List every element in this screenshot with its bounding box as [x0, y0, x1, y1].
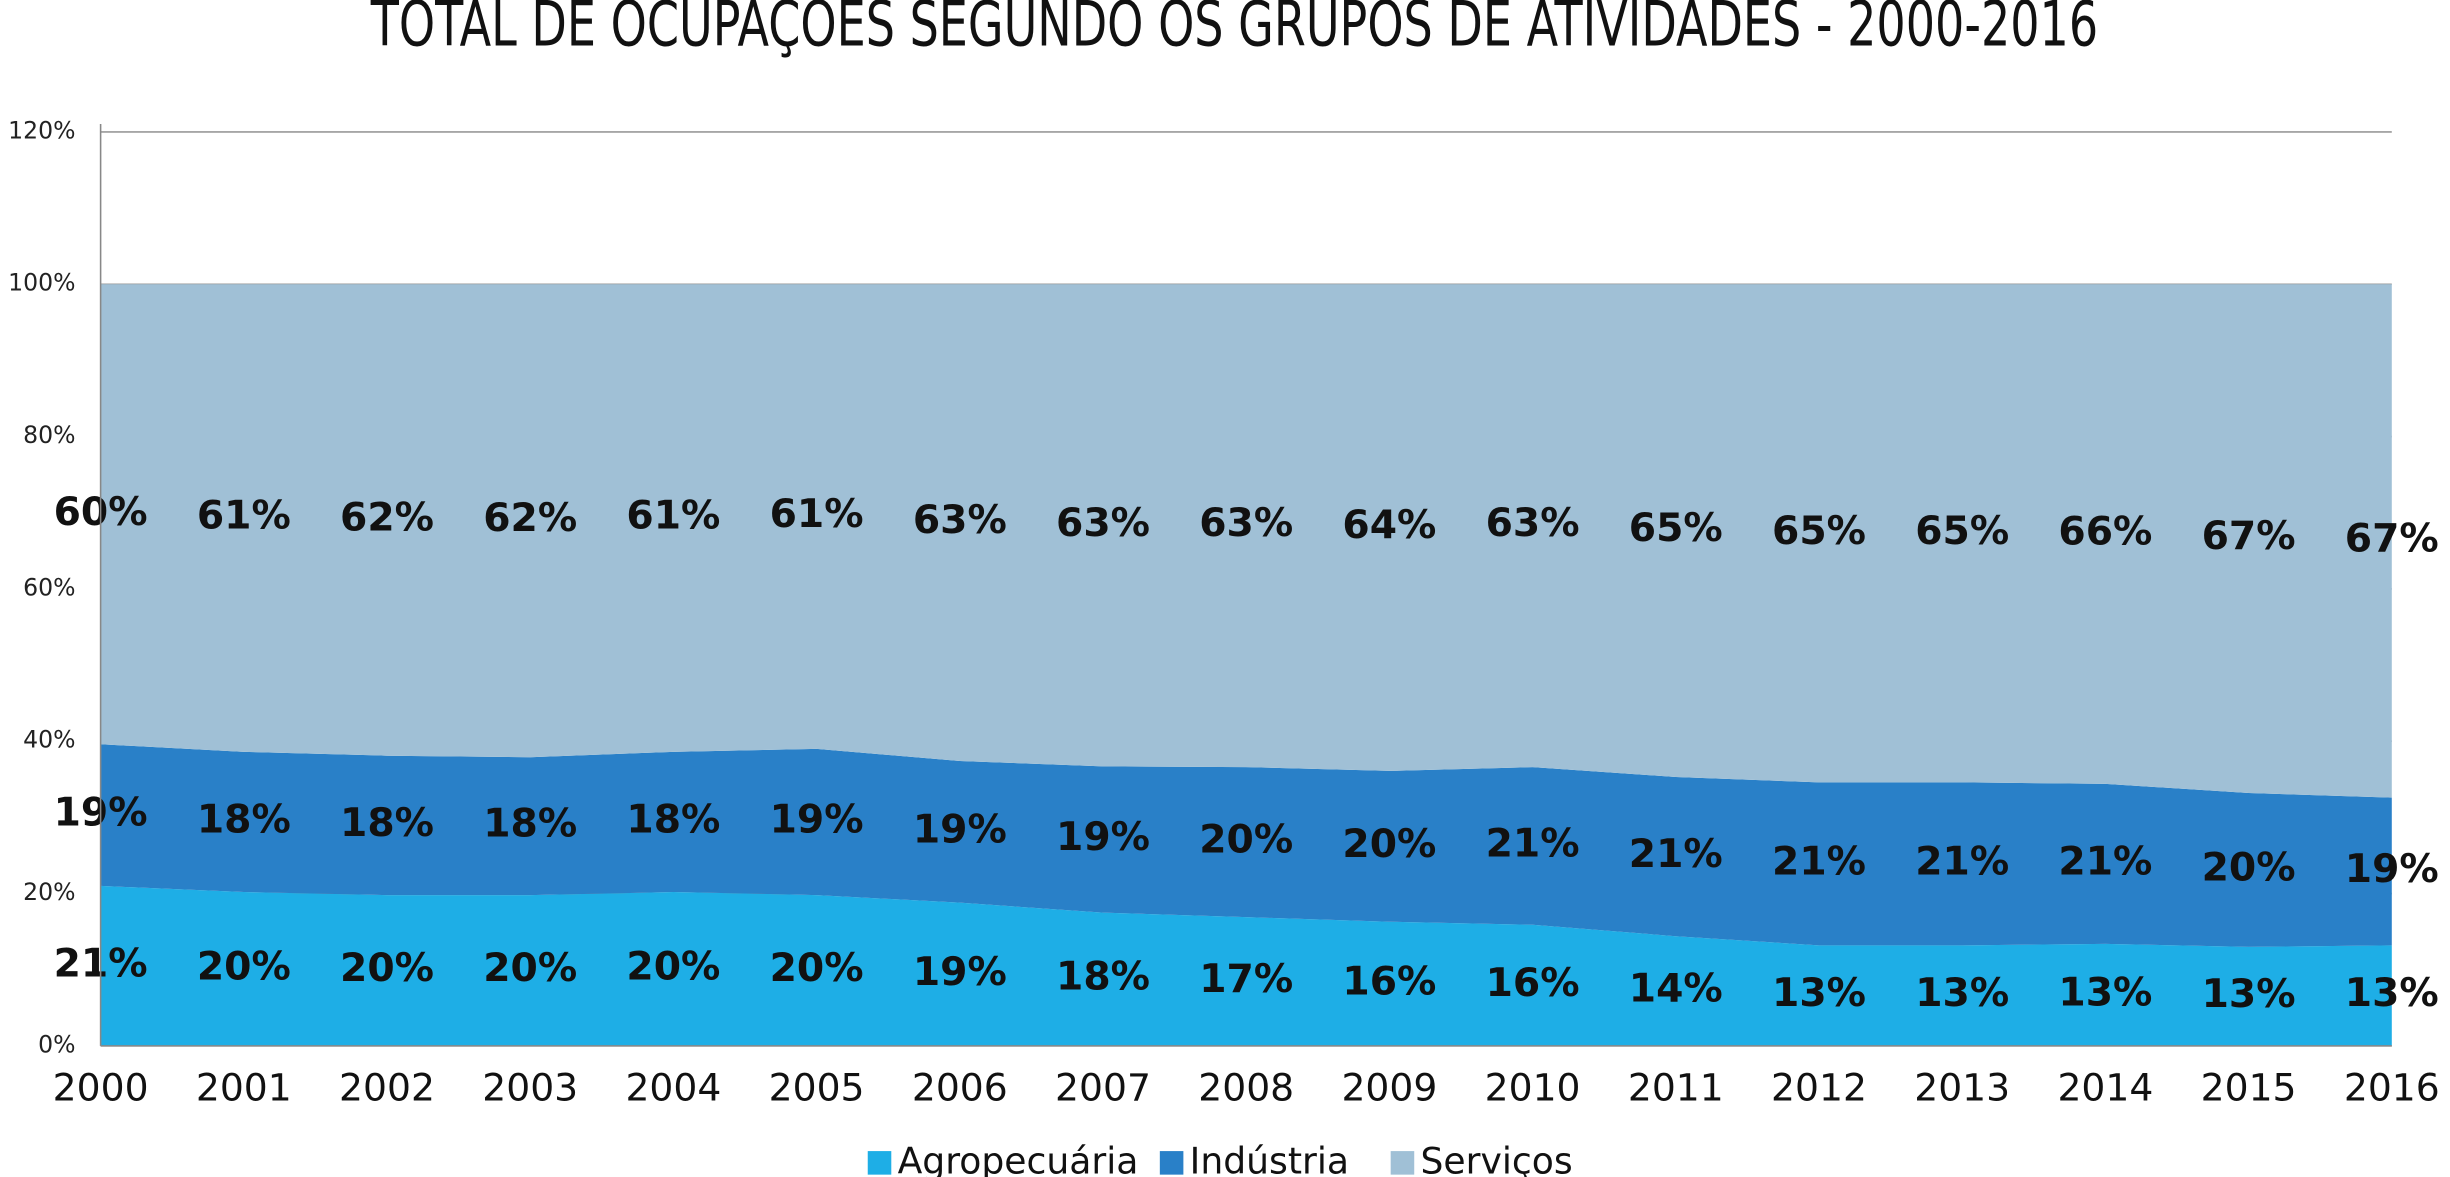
data-label: 63% — [1056, 501, 1150, 546]
y-tick-label: 120% — [8, 116, 75, 144]
y-tick-label: 20% — [23, 878, 75, 906]
legend-label: Indústria — [1190, 1140, 1349, 1177]
data-label: 13% — [1915, 971, 2009, 1016]
x-tick-label: 2004 — [625, 1065, 721, 1109]
data-label: 63% — [1486, 501, 1580, 546]
data-label: 16% — [1342, 959, 1436, 1004]
data-label: 20% — [626, 944, 720, 989]
data-label: 61% — [770, 492, 864, 537]
data-label: 14% — [1629, 967, 1723, 1012]
data-label: 18% — [483, 802, 577, 847]
data-label: 67% — [2202, 514, 2296, 559]
area — [100, 744, 2392, 947]
x-tick-label: 2003 — [482, 1065, 578, 1109]
x-tick-label: 2005 — [769, 1065, 865, 1109]
data-label: 65% — [1915, 509, 2009, 554]
x-tick-label: 2015 — [2201, 1065, 2297, 1109]
data-label: 19% — [2345, 847, 2439, 892]
data-label: 62% — [340, 495, 434, 540]
data-label: 20% — [2202, 845, 2296, 890]
data-label: 20% — [770, 946, 864, 991]
area — [100, 885, 2392, 1046]
data-label: 21% — [1915, 839, 2009, 884]
x-tick-label: 2002 — [339, 1065, 435, 1109]
x-tick-label: 2001 — [196, 1065, 292, 1109]
data-label: 65% — [1772, 509, 1866, 554]
legend-label: Serviços — [1421, 1140, 1573, 1177]
x-tick-label: 2012 — [1771, 1065, 1867, 1109]
x-tick-label: 2013 — [1914, 1065, 2010, 1109]
data-label: 21% — [1772, 839, 1866, 884]
legend-swatch — [867, 1151, 892, 1175]
legend-swatch — [1159, 1151, 1184, 1175]
data-label: 63% — [1199, 501, 1293, 546]
data-label: 67% — [2345, 516, 2439, 561]
data-label: 62% — [483, 496, 577, 541]
x-tick-label: 2008 — [1198, 1065, 1294, 1109]
data-label: 18% — [340, 801, 434, 846]
data-label: 21% — [1486, 821, 1580, 866]
y-tick-label: 100% — [8, 269, 75, 297]
legend-label: Agropecuária — [898, 1140, 1139, 1177]
x-tick-label: 2014 — [2057, 1065, 2153, 1109]
data-label: 18% — [1056, 955, 1150, 1000]
x-tick-label: 2006 — [912, 1065, 1008, 1109]
data-label: 20% — [197, 944, 291, 989]
data-label: 20% — [1199, 818, 1293, 863]
x-tick-label: 2010 — [1485, 1065, 1581, 1109]
legend-swatch — [1390, 1151, 1415, 1175]
x-tick-label: 2009 — [1341, 1065, 1437, 1109]
data-label: 21% — [2058, 839, 2152, 884]
data-label: 19% — [1056, 815, 1150, 860]
data-label: 21% — [1629, 832, 1723, 877]
data-label: 20% — [483, 946, 577, 991]
data-label: 13% — [2202, 972, 2296, 1017]
data-label: 63% — [913, 498, 1007, 543]
x-tick-label: 2016 — [2344, 1065, 2440, 1109]
chart-title: TOTAL DE OCUPAÇÕES SEGUNDO OS GRUPOS DE … — [370, 0, 2098, 60]
x-tick-label: 2007 — [1055, 1065, 1151, 1109]
data-label: 66% — [2058, 510, 2152, 555]
x-tick-label: 2011 — [1628, 1065, 1724, 1109]
data-label: 20% — [340, 946, 434, 991]
data-label: 13% — [2345, 971, 2439, 1016]
data-label: 65% — [1629, 506, 1723, 551]
y-tick-label: 80% — [23, 421, 75, 449]
data-label: 13% — [2058, 970, 2152, 1015]
data-label: 61% — [197, 494, 291, 539]
data-label: 19% — [913, 807, 1007, 852]
data-label: 64% — [1342, 503, 1436, 548]
data-label: 16% — [1486, 961, 1580, 1006]
y-tick-label: 0% — [38, 1030, 75, 1058]
area — [100, 284, 2392, 798]
data-label: 13% — [1772, 971, 1866, 1016]
data-label: 61% — [626, 494, 720, 539]
y-tick-label: 60% — [23, 573, 75, 601]
x-tick-label: 2000 — [53, 1065, 149, 1109]
y-tick-label: 40% — [23, 726, 75, 754]
data-label: 18% — [197, 797, 291, 842]
data-label: 19% — [770, 797, 864, 842]
data-label: 18% — [626, 797, 720, 842]
data-label: 17% — [1199, 957, 1293, 1002]
data-label: 19% — [913, 950, 1007, 995]
data-label: 20% — [1342, 822, 1436, 867]
